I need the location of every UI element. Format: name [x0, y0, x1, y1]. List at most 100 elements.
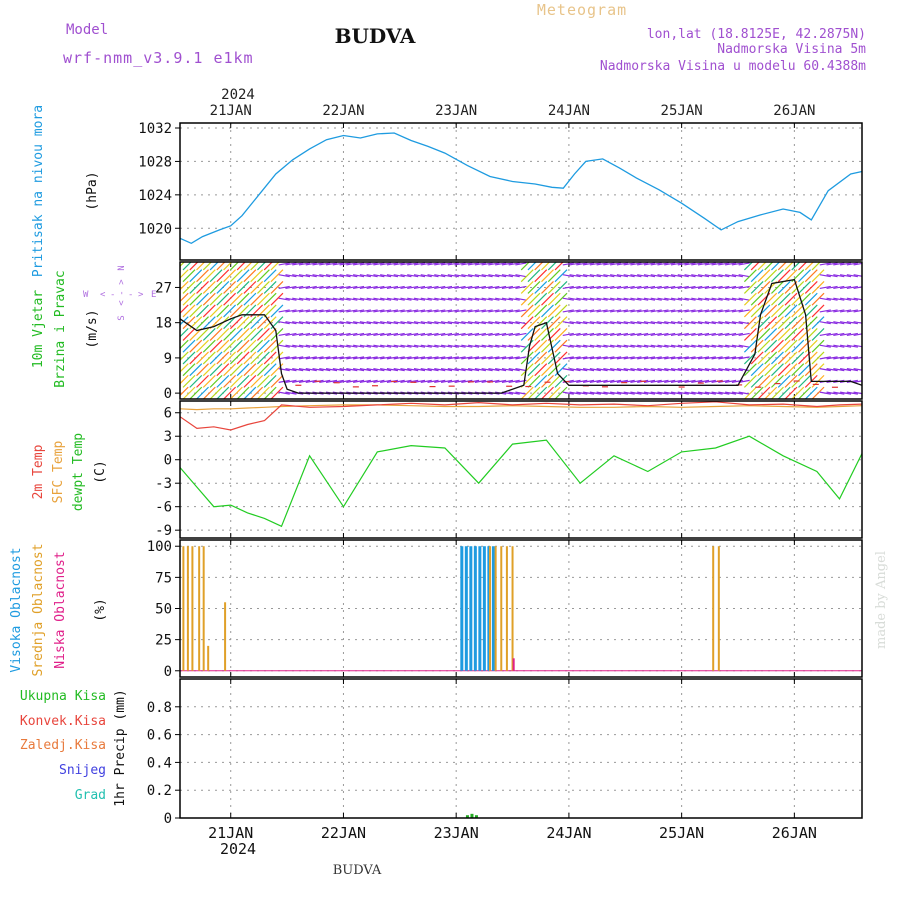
wind-arrow [182, 281, 196, 294]
wind-arrow [270, 374, 284, 388]
wind-arrow [332, 309, 344, 313]
wind-arrow [319, 309, 331, 313]
top-date-tick: 25JAN [661, 103, 703, 119]
wind-arrow [393, 356, 405, 360]
wind-arrow [229, 292, 243, 306]
wind-arrow [366, 344, 378, 348]
wind-arrow [182, 363, 196, 377]
wind-arrow [359, 332, 371, 337]
wind-arrow [393, 274, 405, 278]
wind-arrow [757, 386, 771, 399]
wind-arrow [826, 285, 838, 290]
wind-arrow [596, 309, 608, 313]
wind-arrow [312, 297, 324, 301]
wind-arrow [743, 339, 757, 353]
bottom-date-axis: 21JAN 22JAN 23JAN 24JAN 25JAN 26JAN [208, 824, 817, 842]
wind-arrow [508, 379, 520, 383]
wind-arrow [684, 321, 696, 325]
wind-arrow [777, 262, 788, 271]
wind-arrow [346, 379, 358, 383]
wind-arrow [196, 374, 209, 388]
wind-arrow [731, 332, 743, 337]
wind-arrow [677, 321, 689, 325]
wind-arrow [216, 262, 226, 271]
wind-arrow [454, 262, 466, 266]
wind-arrow [811, 269, 825, 283]
wind-arrow [643, 391, 656, 395]
wind-arrow [346, 297, 358, 301]
cloud-bar [469, 546, 473, 671]
wind-arrow [777, 316, 791, 330]
wind-arrow [413, 309, 426, 313]
wind-arrow [846, 309, 858, 313]
cloud-bar [712, 546, 715, 671]
wind-arrow [366, 332, 378, 337]
wind-arrow [236, 363, 250, 377]
wind-arrow [520, 327, 534, 341]
wind-arrow [650, 309, 662, 313]
wind-arrow [725, 356, 737, 360]
wind-arrow [319, 274, 331, 278]
wind-arrow [725, 332, 737, 337]
wind-arrow [202, 304, 216, 318]
wind-arrow [670, 368, 683, 372]
wind-arrow [771, 327, 784, 341]
wind-arrow [467, 332, 480, 337]
wind-arrow [791, 351, 805, 365]
wind-arrow [576, 344, 588, 348]
wind-arrow [447, 332, 459, 337]
wind-arrow [447, 344, 459, 348]
wind-arrow [576, 379, 588, 383]
wind-arrow [637, 368, 649, 372]
wind-arrow [400, 309, 412, 313]
wind-arrow [229, 262, 240, 271]
wind-arrow [664, 344, 676, 348]
wind-arrow [798, 281, 811, 294]
cloud-bar [473, 546, 477, 671]
wind-arrow [791, 339, 805, 353]
wind-arrow [393, 262, 405, 266]
wind-arrow [718, 356, 730, 360]
wind-arrow [366, 356, 378, 360]
wind-arrow [325, 321, 338, 325]
wind-arrow [541, 374, 554, 388]
wind-arrow [670, 332, 683, 337]
wind-arrow [637, 332, 649, 337]
wind-arrow [637, 344, 649, 348]
wind-arrow [704, 391, 716, 395]
wind-arrow [196, 386, 209, 399]
wind-arrow [664, 321, 676, 325]
wind-arrow [589, 297, 601, 301]
top-date-tick: 24JAN [548, 103, 590, 119]
wind-arrow [223, 316, 237, 330]
wind-arrow [777, 339, 791, 353]
wind-arrow [474, 297, 486, 301]
wind-arrow [407, 309, 419, 313]
wind-arrow [596, 262, 608, 266]
wind-arrow [229, 269, 243, 283]
wind-arrow [263, 386, 277, 399]
wind-arrow [784, 363, 798, 377]
wind-arrow [454, 344, 466, 348]
wind-arrow [677, 262, 689, 266]
wind-arrow [196, 292, 209, 306]
wind-arrow [784, 386, 798, 399]
wind-arrow [777, 327, 791, 341]
wind-arrow [319, 262, 331, 266]
wind-arrow [332, 356, 344, 360]
wind-arrow [711, 356, 723, 360]
wind-arrow [461, 321, 473, 325]
wind-arrow [373, 285, 385, 290]
wind-arrow [562, 285, 574, 290]
wind-arrow [256, 292, 270, 306]
wind-arrow [434, 274, 446, 278]
wind-arrow [704, 356, 716, 360]
wind-arrow [474, 368, 486, 372]
wind-arrow [270, 386, 284, 399]
wind-arrow [596, 368, 608, 372]
wind-arrow [216, 374, 230, 388]
wind-arrow [427, 285, 439, 290]
footer-title: BUDVA [333, 863, 382, 878]
wind-arrow [380, 262, 392, 266]
wind-arrow [250, 292, 264, 306]
